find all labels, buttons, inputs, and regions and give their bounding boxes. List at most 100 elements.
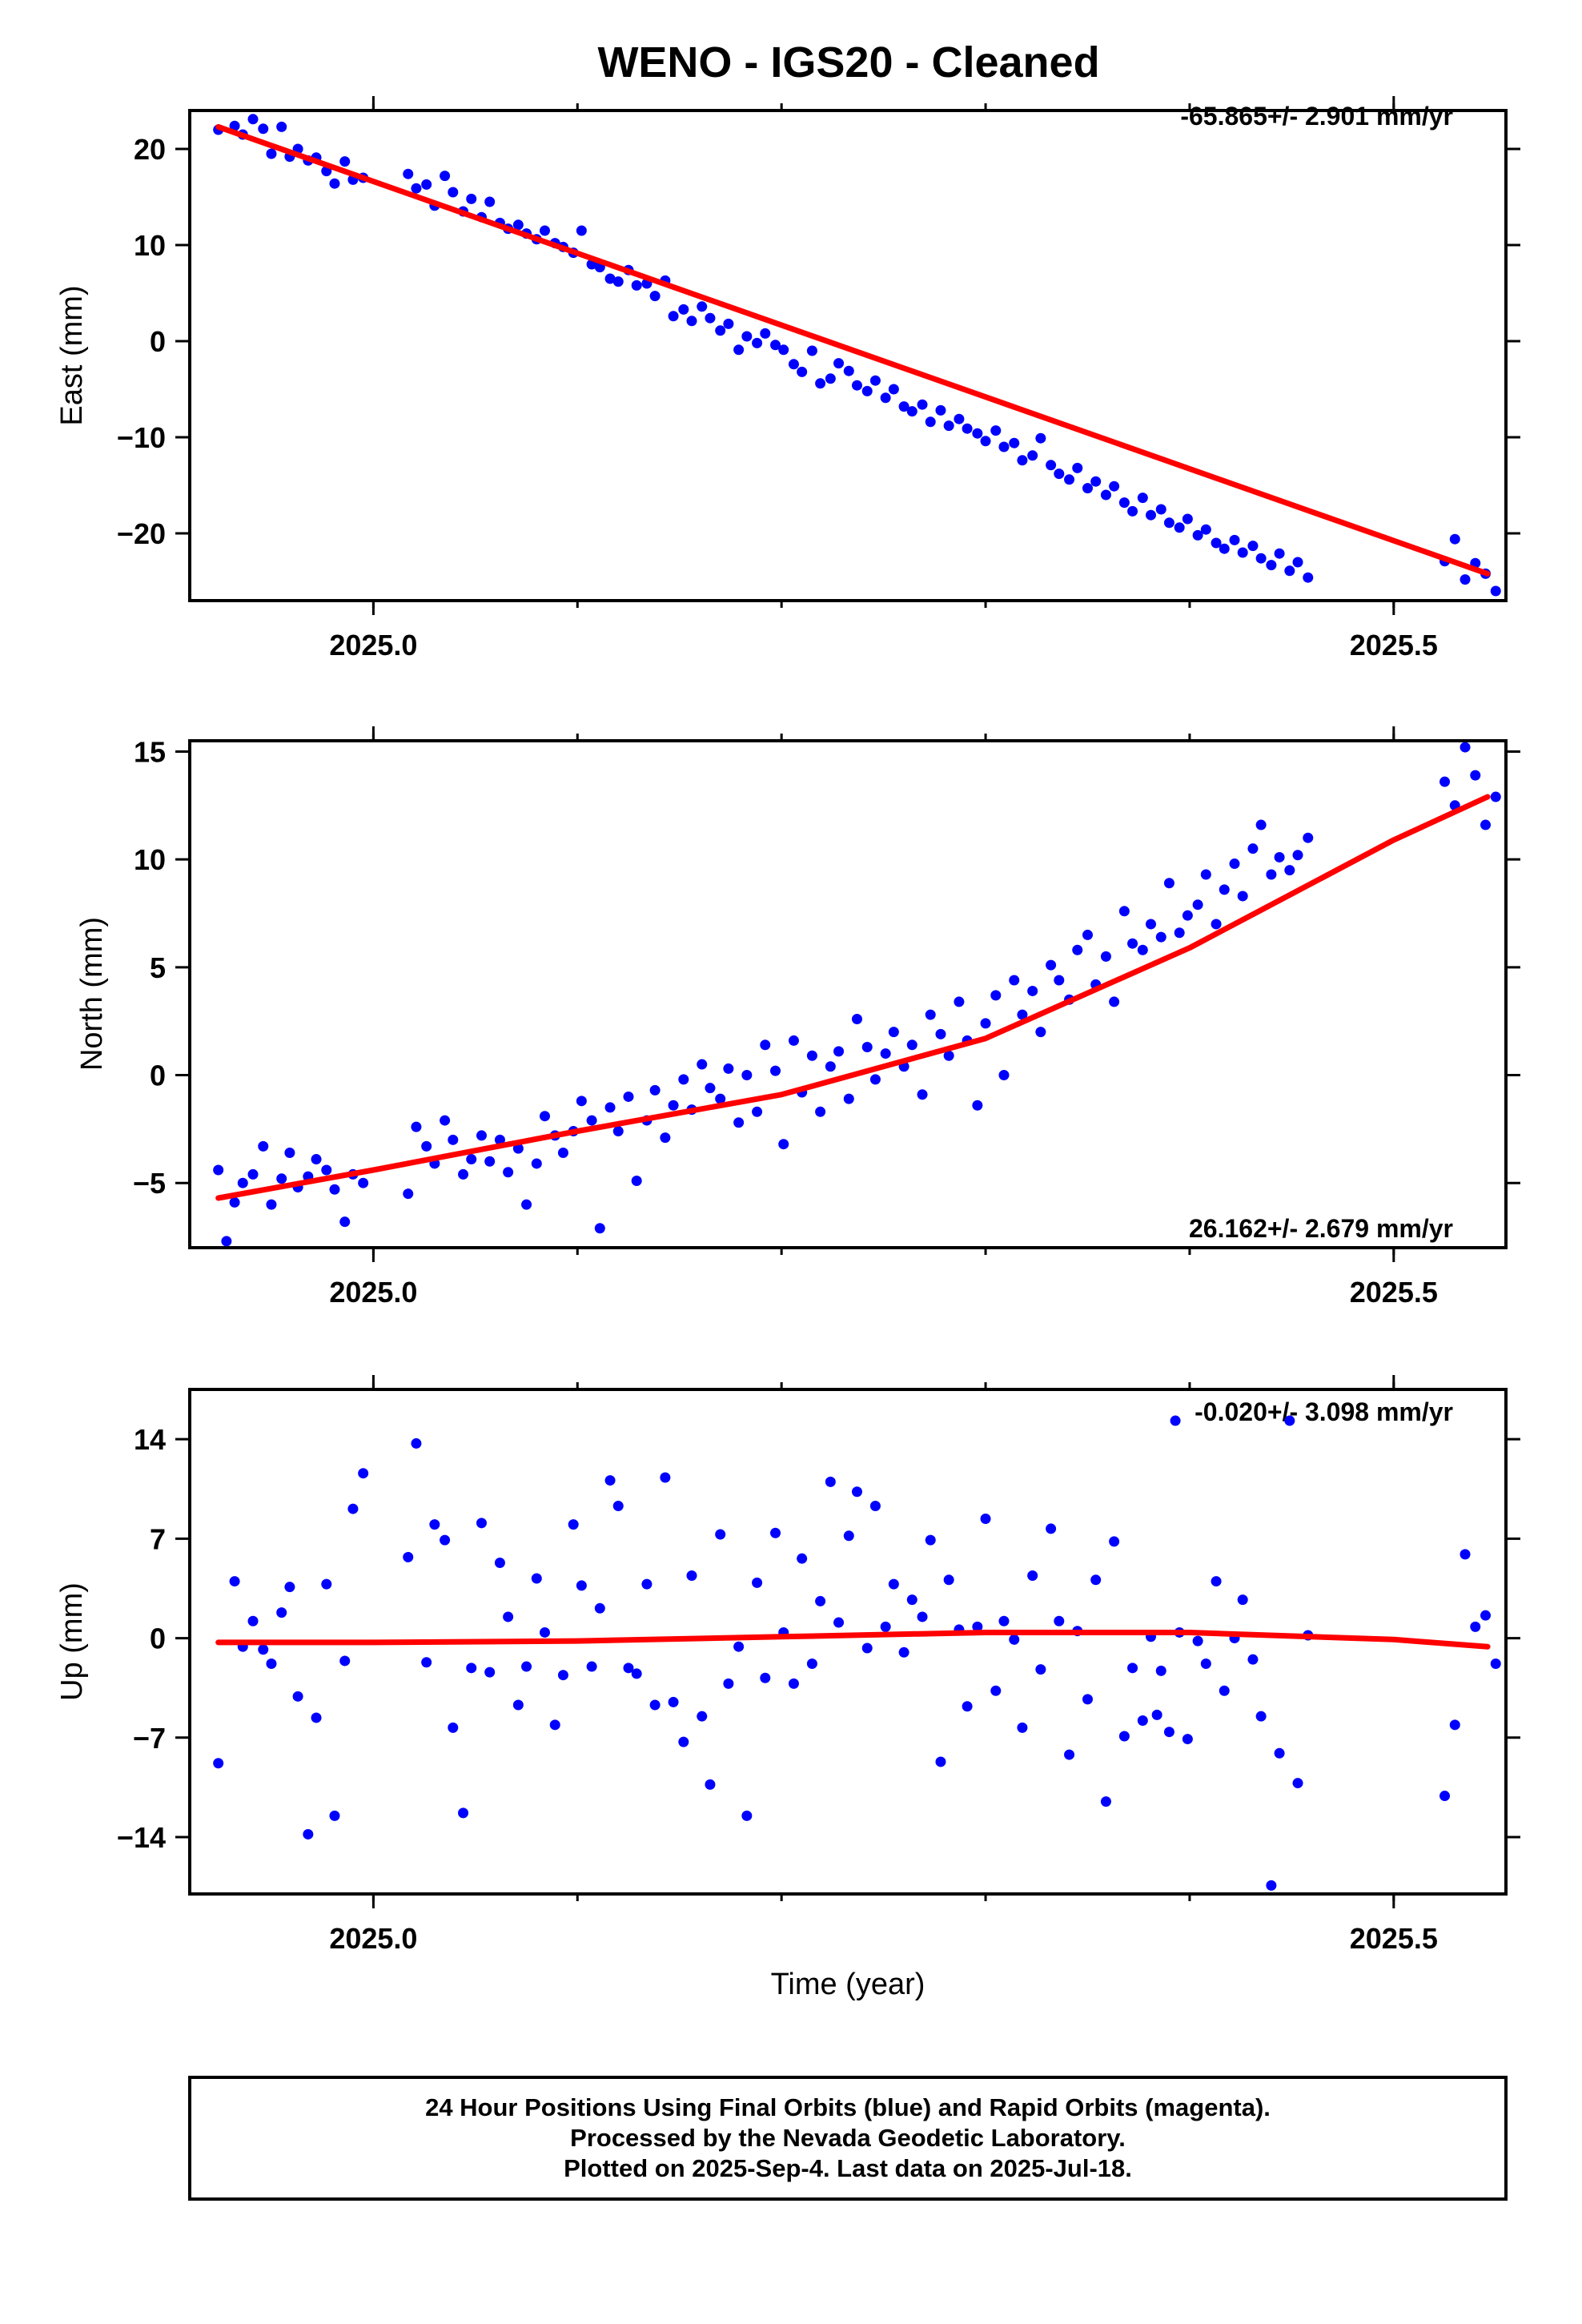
panel-east-data-point xyxy=(1192,529,1203,541)
panel-east-y-tick-label: −20 xyxy=(117,517,166,550)
panel-east-data-point xyxy=(1284,565,1295,577)
panel-north-y-tick-label: 5 xyxy=(150,951,166,984)
panel-north-data-point xyxy=(778,1139,789,1150)
panel-east-data-point xyxy=(276,121,287,132)
panel-up-data-point xyxy=(917,1611,928,1622)
panel-north-data-point xyxy=(1155,931,1166,943)
figure-title: WENO - IGS20 - Cleaned xyxy=(597,38,1099,86)
panel-up-data-point xyxy=(311,1712,322,1723)
panel-up-y-tick-label: 0 xyxy=(150,1622,166,1655)
panel-up-data-point xyxy=(411,1437,422,1449)
panel-north-data-point xyxy=(321,1164,332,1176)
panel-north-data-point xyxy=(1229,858,1240,870)
panel-north-data-point xyxy=(806,1050,817,1061)
panel-north-data-point xyxy=(266,1199,277,1210)
panel-up-data-point xyxy=(861,1642,873,1654)
panel-north-data-point xyxy=(503,1167,514,1178)
panel-north-data-point xyxy=(723,1063,734,1074)
panel-east-data-point xyxy=(484,196,496,207)
panel-up-data-point xyxy=(1090,1574,1102,1586)
panel-up-data-point xyxy=(458,1807,469,1819)
panel-north-data-point xyxy=(247,1168,259,1180)
panel-up-data-point xyxy=(888,1578,899,1590)
panel-north-data-point xyxy=(531,1158,542,1169)
panel-up-data-point xyxy=(962,1701,973,1712)
panel-east-data-point xyxy=(1182,513,1193,525)
panel-north-data-point xyxy=(1046,959,1057,971)
panel-east-data-point xyxy=(733,344,745,356)
panel-east-data-point xyxy=(339,156,351,167)
panel-east-data-point xyxy=(1046,460,1057,471)
panel-north-data-point xyxy=(954,996,965,1007)
panel-east-rate-label: -65.865+/- 2.901 mm/yr xyxy=(1180,102,1453,131)
panel-north-data-point xyxy=(623,1091,634,1102)
panel-up-y-tick-label: 7 xyxy=(150,1522,166,1555)
panel-up-data-point xyxy=(586,1661,597,1672)
panel-north-data-point xyxy=(668,1100,679,1111)
panel-up-data-point xyxy=(258,1644,269,1655)
panel-east-data-point xyxy=(466,193,477,204)
panel-up-data-point xyxy=(448,1722,459,1733)
panel-east-data-point xyxy=(715,325,726,336)
panel-east-data-point xyxy=(851,380,862,391)
panel-up-data-point xyxy=(557,1670,568,1681)
panel-east-data-point xyxy=(770,340,781,351)
panel-up-data-point xyxy=(752,1577,763,1588)
panel-up-data-point xyxy=(347,1503,359,1514)
panel-north: North (mm) 26.162+/- 2.679 mm/yr 2025.0 2… xyxy=(75,726,1520,1309)
panel-north-data-point xyxy=(715,1093,726,1104)
panel-up-marks: 2025.0 2025.5 −14 −7 0 7 14 xyxy=(117,1375,1520,1955)
panel-north-data-point xyxy=(594,1223,605,1234)
panel-east-data-point xyxy=(880,392,891,404)
panel-up-data-point xyxy=(1237,1594,1248,1606)
panel-up-y-tick-label: 14 xyxy=(134,1423,166,1456)
panel-up-y-tick-label: −7 xyxy=(133,1722,166,1755)
panel-up-data-point xyxy=(906,1594,917,1606)
panel-east-data-point xyxy=(604,273,616,284)
panel-east-data-point xyxy=(1211,537,1222,549)
panel-up-data-point xyxy=(1449,1719,1460,1731)
panel-east-data-point xyxy=(1449,533,1460,545)
panel-north-marks: 2025.0 2025.5 −5 0 5 10 15 xyxy=(133,726,1520,1309)
panel-east-data-point xyxy=(1155,504,1166,515)
panel-up-rate-label: -0.020+/- 3.098 mm/yr xyxy=(1195,1397,1453,1426)
panel-up-data-point xyxy=(806,1659,817,1670)
panel-east-data-point xyxy=(1200,524,1211,535)
panel-east-data-point xyxy=(686,316,697,327)
panel-east-data-point xyxy=(1127,505,1138,517)
panel-up-data-point xyxy=(604,1475,616,1486)
panel-north-data-point xyxy=(888,1027,899,1038)
panel-north-data-point xyxy=(1054,975,1065,986)
panel-east-data-point xyxy=(1490,585,1501,597)
panel-east-data-point xyxy=(797,366,808,377)
panel-east-data-point xyxy=(962,423,973,434)
panel-north-data-point xyxy=(697,1059,708,1070)
panel-up-data-point xyxy=(594,1602,605,1614)
panel-north-data-point xyxy=(925,1009,936,1020)
panel-up-data-point xyxy=(1027,1570,1038,1581)
panel-north-ylabel: North (mm) xyxy=(75,917,109,1071)
panel-north-data-point xyxy=(1237,891,1248,902)
panel-up-data-point xyxy=(576,1580,587,1591)
panel-east-data-point xyxy=(1109,480,1120,492)
panel-east-data-point xyxy=(1274,548,1285,559)
panel-north-data-point xyxy=(678,1074,689,1085)
panel-up-data-point xyxy=(284,1582,295,1593)
panel-up-data-point xyxy=(403,1551,414,1562)
panel-up-data-point xyxy=(668,1696,679,1707)
panel-east-data-point xyxy=(705,312,716,324)
panel-north-data-point xyxy=(1470,770,1481,781)
panel-east-data-point xyxy=(869,375,881,386)
panel-north-data-point xyxy=(990,990,1002,1001)
panel-north-data-point xyxy=(1146,919,1157,930)
panel-east-data-point xyxy=(229,120,240,131)
panel-east-data-point xyxy=(943,420,954,432)
panel-north-data-point xyxy=(1192,899,1203,911)
panel-east-data-point xyxy=(649,291,661,302)
panel-east-data-point xyxy=(1082,483,1093,494)
panel-north-data-point xyxy=(612,1126,624,1137)
panel-east-data-point xyxy=(612,276,624,287)
panel-north-data-point xyxy=(494,1134,505,1145)
panel-north-data-point xyxy=(980,1018,991,1029)
